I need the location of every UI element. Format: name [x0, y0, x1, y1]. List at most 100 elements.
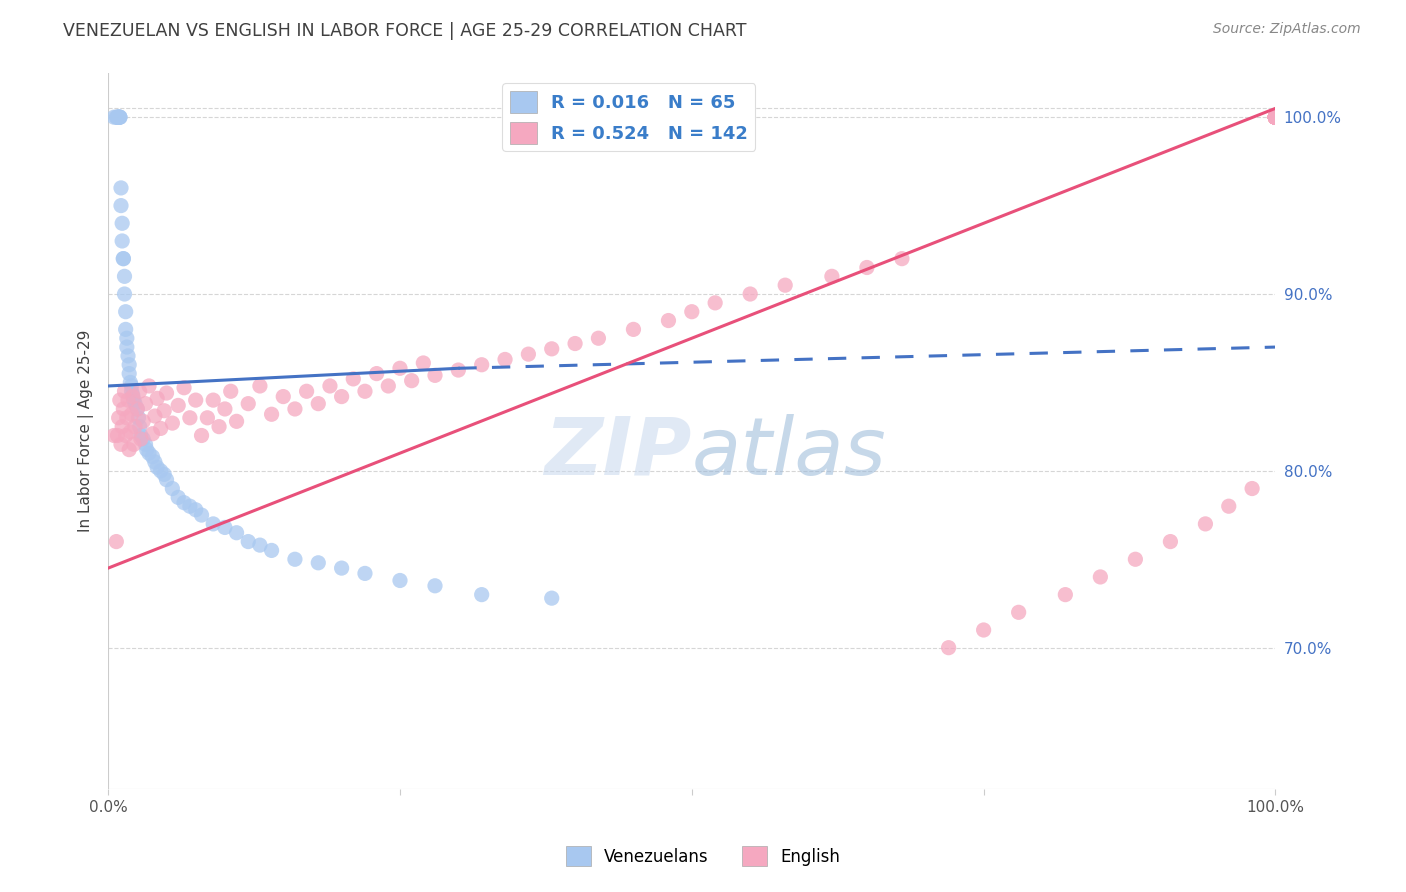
Point	[1264, 110, 1286, 124]
Point	[143, 409, 166, 423]
Point	[110, 181, 132, 195]
Point	[141, 426, 163, 441]
Point	[190, 508, 212, 522]
Point	[153, 467, 176, 482]
Point	[1264, 110, 1286, 124]
Point	[238, 397, 260, 411]
Point	[740, 287, 762, 301]
Point	[1264, 110, 1286, 124]
Point	[129, 432, 152, 446]
Point	[1264, 110, 1286, 124]
Point	[122, 437, 145, 451]
Point	[1264, 110, 1286, 124]
Point	[1264, 110, 1286, 124]
Point	[162, 482, 184, 496]
Point	[108, 110, 131, 124]
Point	[112, 252, 135, 266]
Point	[1264, 110, 1286, 124]
Legend: Venezuelans, English: Venezuelans, English	[560, 839, 846, 873]
Point	[155, 473, 177, 487]
Point	[1264, 110, 1286, 124]
Point	[1264, 110, 1286, 124]
Point	[128, 410, 150, 425]
Point	[1264, 110, 1286, 124]
Point	[1264, 110, 1286, 124]
Point	[938, 640, 960, 655]
Point	[114, 304, 136, 318]
Point	[681, 304, 703, 318]
Point	[295, 384, 318, 399]
Point	[118, 358, 141, 372]
Point	[1264, 110, 1286, 124]
Point	[412, 356, 434, 370]
Point	[1264, 110, 1286, 124]
Point	[107, 110, 129, 124]
Point	[1264, 110, 1286, 124]
Point	[105, 110, 128, 124]
Point	[103, 110, 125, 124]
Point	[1264, 110, 1286, 124]
Point	[214, 520, 236, 534]
Point	[225, 414, 247, 428]
Point	[103, 428, 125, 442]
Point	[1264, 110, 1286, 124]
Point	[107, 110, 129, 124]
Point	[1264, 110, 1286, 124]
Point	[249, 379, 271, 393]
Point	[118, 367, 141, 381]
Point	[149, 421, 172, 435]
Point	[1264, 110, 1286, 124]
Point	[107, 110, 129, 124]
Point	[162, 416, 184, 430]
Point	[120, 376, 142, 390]
Point	[117, 349, 139, 363]
Point	[307, 397, 329, 411]
Point	[471, 588, 494, 602]
Point	[1264, 110, 1286, 124]
Point	[107, 110, 129, 124]
Point	[122, 393, 145, 408]
Point	[184, 502, 207, 516]
Point	[1264, 110, 1286, 124]
Point	[114, 322, 136, 336]
Point	[173, 496, 195, 510]
Point	[330, 561, 353, 575]
Point	[260, 543, 283, 558]
Text: VENEZUELAN VS ENGLISH IN LABOR FORCE | AGE 25-29 CORRELATION CHART: VENEZUELAN VS ENGLISH IN LABOR FORCE | A…	[63, 22, 747, 40]
Point	[856, 260, 879, 275]
Point	[1264, 110, 1286, 124]
Point	[1264, 110, 1286, 124]
Point	[115, 331, 138, 345]
Point	[132, 414, 155, 428]
Point	[564, 336, 586, 351]
Point	[330, 390, 353, 404]
Point	[120, 425, 142, 439]
Point	[1264, 110, 1286, 124]
Point	[1264, 110, 1286, 124]
Point	[121, 379, 143, 393]
Point	[179, 500, 201, 514]
Point	[138, 446, 160, 460]
Point	[471, 358, 494, 372]
Point	[307, 556, 329, 570]
Point	[202, 516, 225, 531]
Point	[354, 384, 377, 399]
Point	[388, 361, 411, 376]
Point	[773, 278, 796, 293]
Point	[143, 455, 166, 469]
Point	[1264, 110, 1286, 124]
Point	[517, 347, 540, 361]
Point	[1264, 110, 1286, 124]
Point	[108, 393, 131, 408]
Point	[1264, 110, 1286, 124]
Point	[1264, 110, 1286, 124]
Point	[271, 390, 294, 404]
Point	[1264, 110, 1286, 124]
Point	[588, 331, 610, 345]
Point	[138, 379, 160, 393]
Point	[284, 401, 307, 416]
Point	[447, 363, 470, 377]
Point	[1264, 110, 1286, 124]
Point	[134, 437, 156, 451]
Point	[1264, 110, 1286, 124]
